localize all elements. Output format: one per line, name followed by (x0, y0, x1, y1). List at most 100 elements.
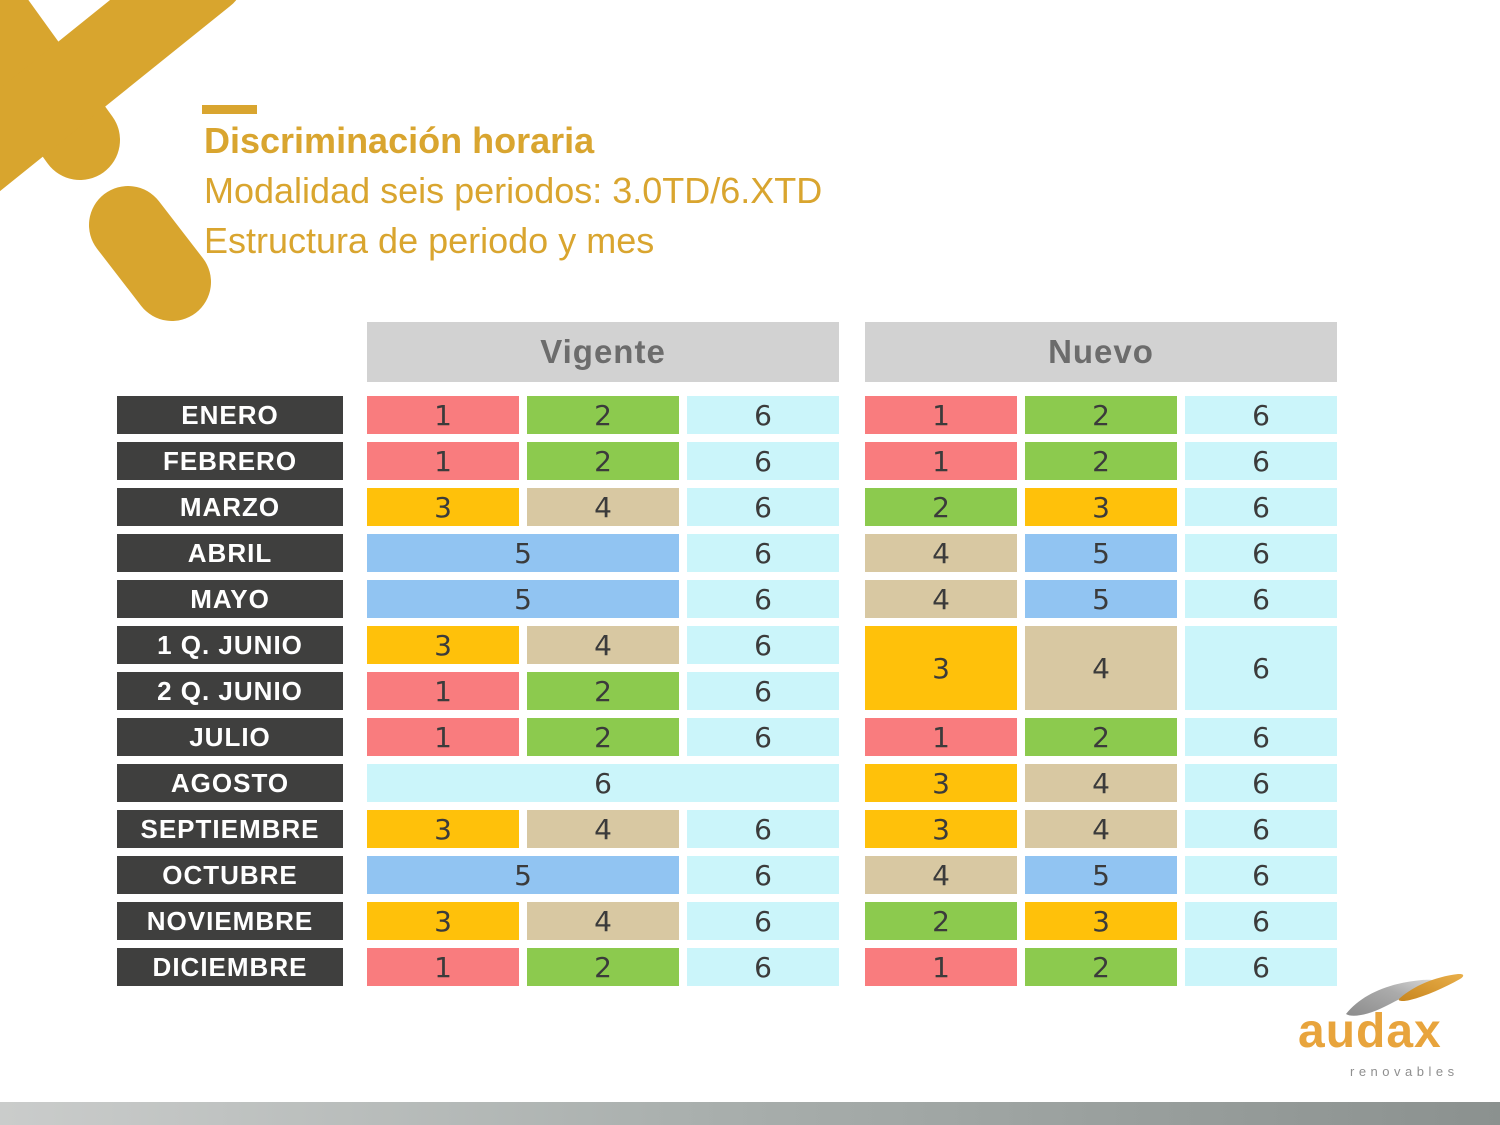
title-dash (202, 105, 257, 114)
period-cell: 2 (527, 948, 679, 986)
page-subtitle-structure: Estructura de periodo y mes (204, 220, 655, 261)
period-cell: 4 (865, 580, 1017, 618)
page-title: Discriminación horaria (204, 120, 595, 161)
month-label: AGOSTO (117, 764, 343, 802)
title-block: Discriminación horaria Modalidad seis pe… (204, 116, 822, 266)
month-labels-column: ENERO FEBRERO MARZO ABRIL MAYO 1 Q. JUNIO 2 Q.… (117, 396, 343, 986)
month-label: MARZO (117, 488, 343, 526)
period-cell: 3 (367, 626, 519, 664)
period-cell: 1 (865, 718, 1017, 756)
period-cell: 1 (367, 442, 519, 480)
period-cell: 3 (865, 810, 1017, 848)
period-cell: 6 (367, 764, 839, 802)
period-cell: 6 (1185, 396, 1337, 434)
period-cell: 6 (1185, 488, 1337, 526)
period-cell: 4 (1025, 810, 1177, 848)
page-subtitle-modality: Modalidad seis periodos: 3.0TD/6.XTD (204, 170, 823, 211)
period-cell: 6 (1185, 902, 1337, 940)
period-cell: 5 (1025, 534, 1177, 572)
month-label: ENERO (117, 396, 343, 434)
period-cell: 5 (367, 534, 679, 572)
period-cell: 3 (865, 626, 1017, 710)
period-cell: 6 (687, 488, 839, 526)
period-cell: 2 (1025, 396, 1177, 434)
period-cell: 6 (687, 442, 839, 480)
period-cell: 5 (367, 856, 679, 894)
period-cell: 6 (687, 948, 839, 986)
month-label: 1 Q. JUNIO (117, 626, 343, 664)
period-cell: 6 (687, 534, 839, 572)
month-label: FEBRERO (117, 442, 343, 480)
period-cell: 2 (1025, 442, 1177, 480)
month-label: 2 Q. JUNIO (117, 672, 343, 710)
period-cell: 6 (1185, 580, 1337, 618)
period-cell: 4 (527, 810, 679, 848)
period-cell: 5 (1025, 580, 1177, 618)
month-label: ABRIL (117, 534, 343, 572)
period-cell: 5 (1025, 856, 1177, 894)
period-cell: 1 (865, 396, 1017, 434)
month-label: DICIEMBRE (117, 948, 343, 986)
period-cell: 2 (527, 718, 679, 756)
month-label: NOVIEMBRE (117, 902, 343, 940)
period-cell: 6 (1185, 718, 1337, 756)
period-cell: 1 (367, 672, 519, 710)
period-cell: 2 (527, 672, 679, 710)
period-cell: 3 (1025, 488, 1177, 526)
period-cell: 1 (367, 948, 519, 986)
period-cell: 6 (1185, 626, 1337, 710)
vigente-table-header: Vigente (367, 322, 839, 382)
audax-logo: audax renovables (1298, 972, 1468, 1082)
period-cell: 3 (1025, 902, 1177, 940)
period-cell: 6 (687, 626, 839, 664)
period-cell: 3 (367, 488, 519, 526)
period-cell: 6 (1185, 442, 1337, 480)
period-cell: 4 (527, 902, 679, 940)
period-cell: 4 (865, 534, 1017, 572)
period-cell: 4 (527, 488, 679, 526)
period-cell: 1 (367, 396, 519, 434)
period-cell: 2 (1025, 718, 1177, 756)
period-cell: 6 (687, 856, 839, 894)
period-cell: 6 (1185, 856, 1337, 894)
period-cell: 3 (367, 810, 519, 848)
period-cell: 6 (1185, 810, 1337, 848)
period-cell: 2 (527, 396, 679, 434)
audax-tagline: renovables (1350, 1064, 1459, 1079)
period-cell: 6 (687, 718, 839, 756)
period-cell: 1 (367, 718, 519, 756)
period-cell: 6 (687, 902, 839, 940)
audax-x-icon (0, 0, 236, 321)
audax-wordmark: audax (1298, 1005, 1442, 1058)
period-cell: 2 (865, 488, 1017, 526)
period-cell: 6 (687, 396, 839, 434)
period-cell: 2 (1025, 948, 1177, 986)
audax-swoosh-icon (1346, 974, 1464, 1016)
period-cell: 3 (367, 902, 519, 940)
period-cell: 4 (527, 626, 679, 664)
period-cell: 1 (865, 948, 1017, 986)
month-label: SEPTIEMBRE (117, 810, 343, 848)
period-cell: 4 (1025, 626, 1177, 710)
month-label: MAYO (117, 580, 343, 618)
period-cell: 5 (367, 580, 679, 618)
period-cell: 6 (1185, 948, 1337, 986)
period-cell: 1 (865, 442, 1017, 480)
nuevo-table-header: Nuevo (865, 322, 1337, 382)
period-cell: 6 (687, 672, 839, 710)
period-cell: 4 (1025, 764, 1177, 802)
month-label: JULIO (117, 718, 343, 756)
period-cell: 2 (527, 442, 679, 480)
footer-gradient-bar (0, 1102, 1500, 1125)
period-cell: 6 (1185, 534, 1337, 572)
period-cell: 4 (865, 856, 1017, 894)
period-cell: 6 (1185, 764, 1337, 802)
period-cell: 6 (687, 580, 839, 618)
period-cell: 6 (687, 810, 839, 848)
period-cell: 2 (865, 902, 1017, 940)
month-label: OCTUBRE (117, 856, 343, 894)
period-cell: 3 (865, 764, 1017, 802)
